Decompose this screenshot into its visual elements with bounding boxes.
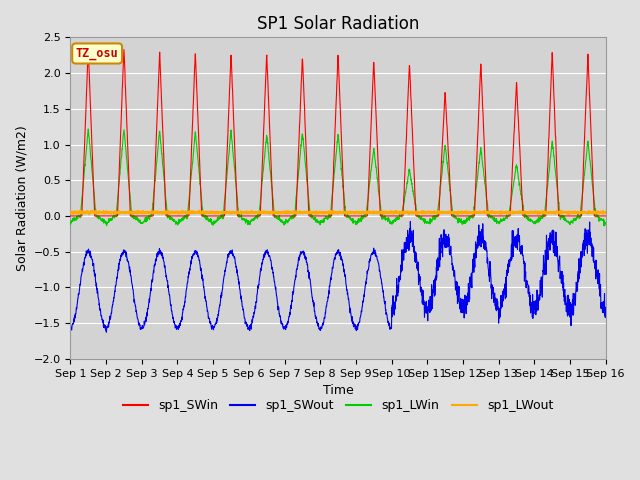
Title: SP1 Solar Radiation: SP1 Solar Radiation — [257, 15, 419, 33]
Legend: sp1_SWin, sp1_SWout, sp1_LWin, sp1_LWout: sp1_SWin, sp1_SWout, sp1_LWin, sp1_LWout — [118, 394, 558, 417]
X-axis label: Time: Time — [323, 384, 353, 397]
Text: TZ_osu: TZ_osu — [76, 47, 118, 60]
Y-axis label: Solar Radiation (W/m2): Solar Radiation (W/m2) — [15, 125, 28, 271]
